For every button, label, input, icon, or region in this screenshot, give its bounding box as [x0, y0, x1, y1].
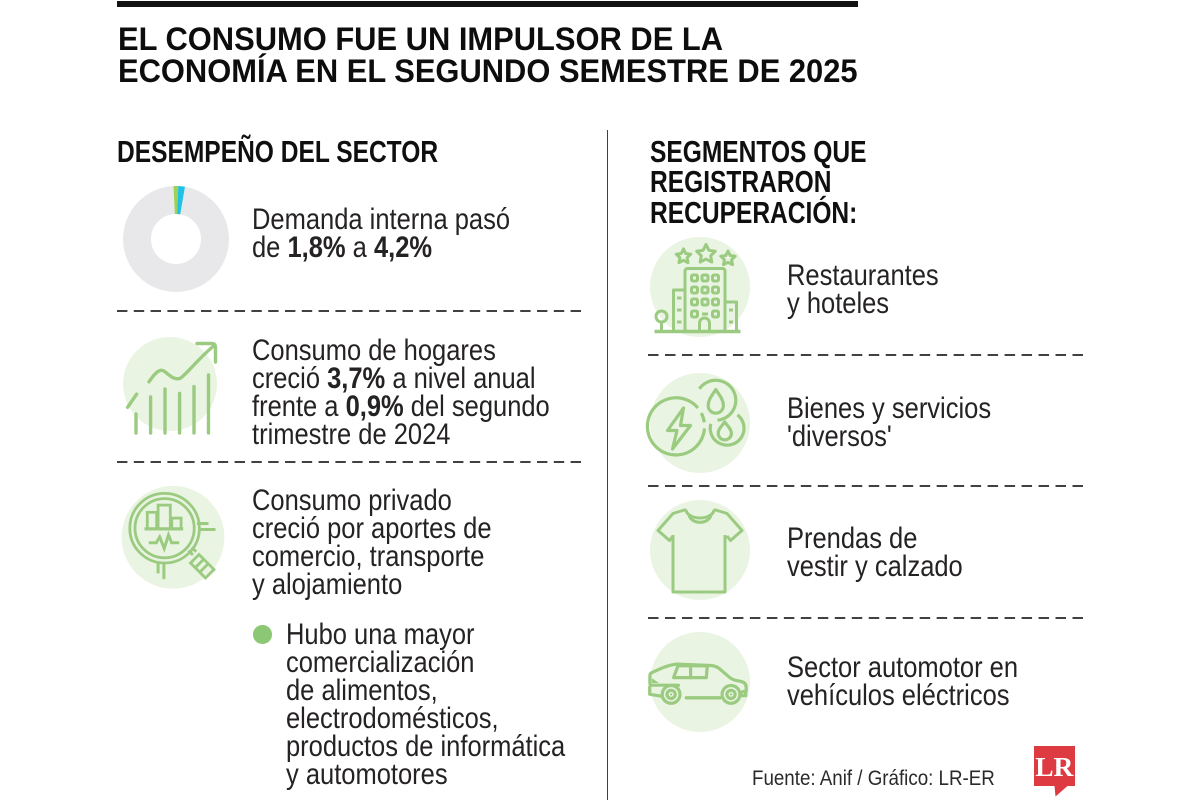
svg-text:LR: LR — [1035, 751, 1074, 782]
